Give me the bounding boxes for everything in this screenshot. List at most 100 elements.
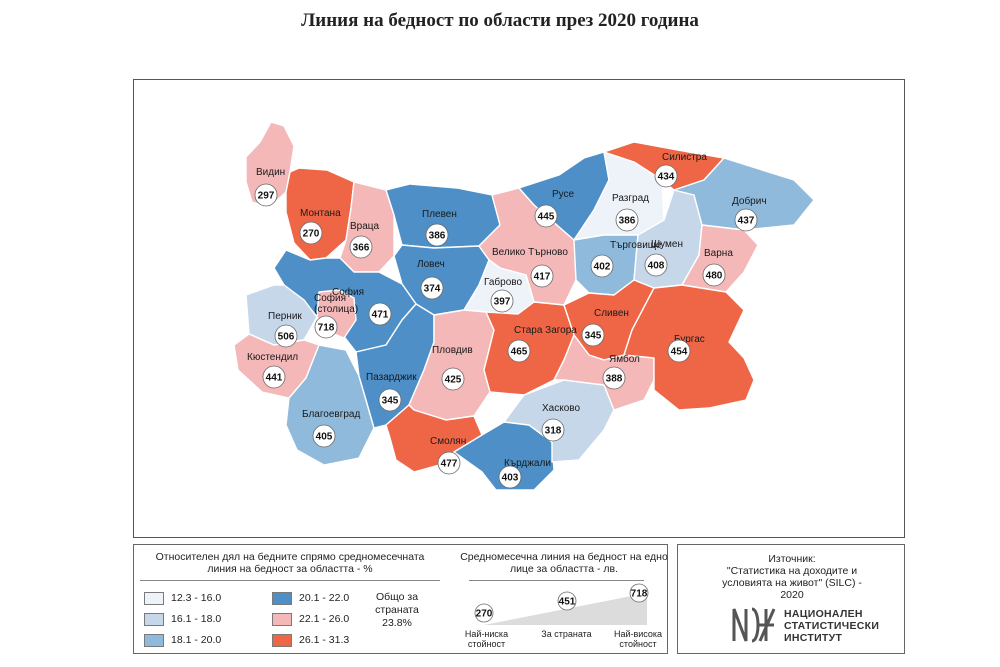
scale-country-value: 451	[559, 597, 576, 608]
legend-bin-label: 22.1 - 26.0	[299, 613, 350, 625]
country-total-label: Общо за страната	[375, 591, 419, 616]
region-label: Шумен	[651, 239, 683, 250]
region-value-badge: 403	[498, 465, 522, 489]
region-label: София	[332, 286, 364, 298]
country-total-value: 23.8%	[382, 617, 412, 629]
region-value: 405	[316, 432, 333, 443]
legend-bin-label: 12.3 - 16.0	[171, 592, 222, 604]
region-value-badge: 471	[368, 302, 392, 326]
source-panel: Източник: "Статистика на доходите и усло…	[677, 544, 905, 654]
region-label: Хасково	[542, 403, 580, 414]
region-value: 386	[619, 216, 636, 227]
region-value: 386	[429, 231, 446, 242]
region-label: Монтана	[300, 208, 341, 219]
legend-bin-5: 22.1 - 26.0	[272, 611, 349, 627]
region-label: Ямбол	[609, 353, 640, 365]
legend-bin-label: 20.1 - 22.0	[299, 592, 350, 604]
map-frame: Видин Монтана Враца Плевен Ловеч Велико Търно…	[133, 79, 905, 538]
region-value: 425	[445, 375, 462, 386]
scale-max-label: Най-висока стойност	[613, 629, 663, 649]
source-description: "Статистика на доходите и условията на ж…	[722, 565, 862, 601]
region-value: 374	[424, 284, 441, 295]
region-value: 366	[353, 243, 370, 254]
region-value-badge: 318	[541, 418, 565, 442]
region-label: Търговище	[610, 240, 662, 251]
source-label: Източник:	[768, 553, 816, 565]
region-label: Бургас	[674, 334, 705, 345]
region-value-badge: 388	[602, 366, 626, 390]
region-label: Габрово	[484, 276, 522, 288]
region-label: Велико Търново	[492, 247, 568, 258]
region-value: 434	[658, 172, 675, 183]
region-value: 388	[606, 374, 623, 385]
legend-title: Относителен дял на бедните спрямо средно…	[155, 551, 425, 575]
region-label: Русе	[552, 189, 575, 200]
region-label: Пловдив	[432, 345, 473, 356]
legend-bin-3: 18.1 - 20.0	[144, 632, 221, 648]
bulgaria-map: Видин Монтана Враца Плевен Ловеч Велико Търно…	[233, 121, 815, 491]
scale-country-label: За страната	[541, 629, 592, 639]
nsi-logo-icon	[732, 607, 776, 643]
region-label: Разград	[612, 193, 649, 204]
region-ямбол	[553, 334, 655, 411]
institute-name: НАЦИОНАЛЕН СТАТИСТИЧЕСКИ ИНСТИТУТ	[784, 608, 880, 644]
region-value: 465	[511, 347, 528, 358]
region-value: 417	[534, 272, 551, 283]
region-value-badge: 402	[590, 254, 614, 278]
region-label: Кърджали	[504, 458, 551, 469]
legend-bin-label: 16.1 - 18.0	[171, 613, 222, 625]
legend-swatch	[144, 591, 164, 605]
scale-max-badge: 718	[629, 583, 649, 603]
region-value: 441	[266, 373, 283, 384]
legend-bin-label: 18.1 - 20.0	[171, 634, 222, 646]
region-value-badge: 425	[441, 367, 465, 391]
region-добрич	[673, 157, 815, 231]
region-value-badge: 445	[534, 204, 558, 228]
region-label: (столица)	[314, 304, 358, 315]
region-label: София	[314, 292, 346, 304]
region-value: 270	[303, 229, 320, 240]
region-value: 480	[706, 271, 723, 282]
region-value-badge: 297	[254, 183, 278, 207]
region-label: Враца	[350, 221, 380, 232]
region-value-badge: 366	[349, 235, 373, 259]
region-value-badge: 405	[312, 424, 336, 448]
region-label: Добрич	[732, 195, 767, 207]
region-value: 445	[538, 212, 555, 223]
region-value: 402	[594, 262, 611, 273]
region-value-badge: 386	[615, 208, 639, 232]
region-value: 454	[671, 347, 688, 358]
region-value: 345	[382, 396, 399, 407]
region-value-badge: 477	[437, 451, 461, 475]
region-label: Пазарджик	[366, 372, 417, 383]
region-value: 318	[545, 426, 562, 437]
scale-min-label: Най-ниска стойност	[464, 629, 509, 649]
legend-panel: Относителен дял на бедните спрямо средно…	[133, 544, 668, 654]
region-value: 506	[278, 332, 295, 343]
legend-bin-4: 20.1 - 22.0	[272, 590, 349, 606]
legend-swatch	[144, 612, 164, 626]
country-total: Общо за страната 23.8%	[362, 591, 432, 630]
scale-max-value: 718	[631, 589, 648, 600]
legend-bin-1: 12.3 - 16.0	[144, 590, 221, 606]
region-label: Смолян	[430, 436, 466, 447]
scale-min-value: 270	[476, 609, 493, 620]
region-value-badge: 408	[644, 253, 668, 277]
poverty-line-legend-divider	[469, 580, 644, 581]
legend-divider	[140, 580, 440, 581]
region-value: 471	[372, 310, 389, 321]
region-value-badge: 386	[425, 223, 449, 247]
region-value-badge: 465	[507, 339, 531, 363]
region-shape	[673, 157, 815, 231]
region-label: Варна	[704, 248, 733, 259]
region-value-badge: 718	[314, 315, 338, 339]
legend-swatch	[144, 633, 164, 647]
region-label: Ловеч	[417, 259, 445, 270]
scale-country-badge: 451	[557, 591, 577, 611]
region-value: 718	[318, 323, 335, 334]
region-value-badge: 480	[702, 263, 726, 287]
region-value: 477	[441, 459, 458, 470]
legend-bin-6: 26.1 - 31.3	[272, 632, 349, 648]
region-value: 345	[585, 331, 602, 342]
region-label: Сливен	[594, 308, 629, 319]
